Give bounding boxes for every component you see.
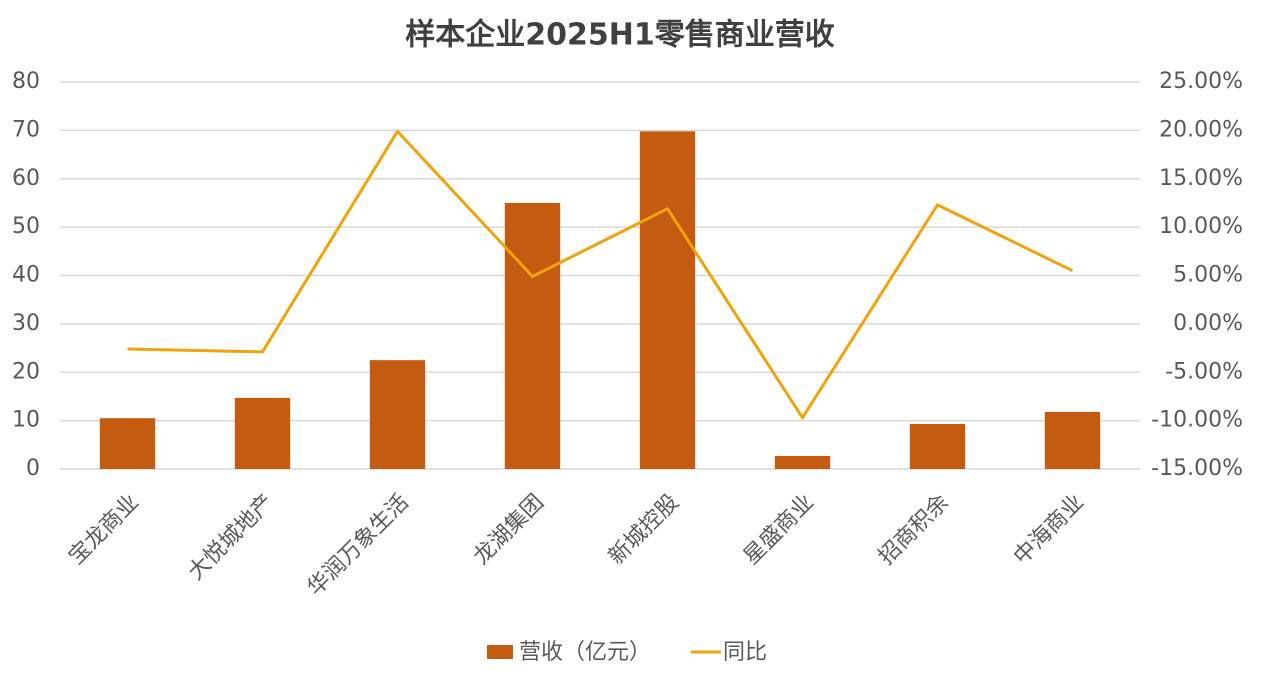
x-tick-label: 大悦城地产 <box>184 490 279 585</box>
x-tick-label: 宝龙商业 <box>64 490 144 570</box>
x-tick-label: 华润万象生活 <box>303 490 414 601</box>
x-tick-label: 中海商业 <box>1009 490 1089 570</box>
y2-tick-label: -5.00% <box>1165 359 1243 384</box>
line <box>127 129 1074 420</box>
x-tick-label: 龙湖集团 <box>469 490 549 570</box>
bar <box>99 418 156 469</box>
y2-tick-label: 25.00% <box>1159 69 1243 94</box>
y-tick-label: 30 <box>12 311 40 336</box>
y2-tick-label: -10.00% <box>1151 408 1243 433</box>
bar <box>1044 411 1101 469</box>
bar <box>639 131 696 469</box>
y-tick-label: 50 <box>12 214 40 239</box>
bar <box>234 397 291 469</box>
y2-tick-label: 10.00% <box>1159 214 1243 239</box>
legend-label: 营收（亿元） <box>519 640 651 665</box>
legend-swatch <box>487 645 513 659</box>
y2-tick-label: -15.00% <box>1151 456 1243 481</box>
y2-tick-label: 0.00% <box>1173 311 1243 336</box>
bar <box>504 202 561 469</box>
y-tick-label: 0 <box>26 456 40 481</box>
y-tick-label: 70 <box>12 117 40 142</box>
x-tick-label: 新城控股 <box>604 490 684 570</box>
y-tick-label: 80 <box>12 69 40 94</box>
y-tick-label: 10 <box>12 408 40 433</box>
y2-tick-label: 5.00% <box>1173 263 1243 288</box>
bar <box>774 455 831 469</box>
y-tick-label: 20 <box>12 359 40 384</box>
y-tick-label: 60 <box>12 166 40 191</box>
x-tick-label: 招商积余 <box>874 490 954 570</box>
x-tick-label: 星盛商业 <box>739 490 819 570</box>
legend-label: 同比 <box>723 640 767 665</box>
chart-title: 样本企业2025H1零售商业营收 <box>405 18 834 53</box>
y2-tick-label: 20.00% <box>1159 117 1243 142</box>
bar <box>369 360 426 469</box>
y-tick-label: 40 <box>12 263 40 288</box>
y2-tick-label: 15.00% <box>1159 166 1243 191</box>
bar <box>909 424 966 469</box>
